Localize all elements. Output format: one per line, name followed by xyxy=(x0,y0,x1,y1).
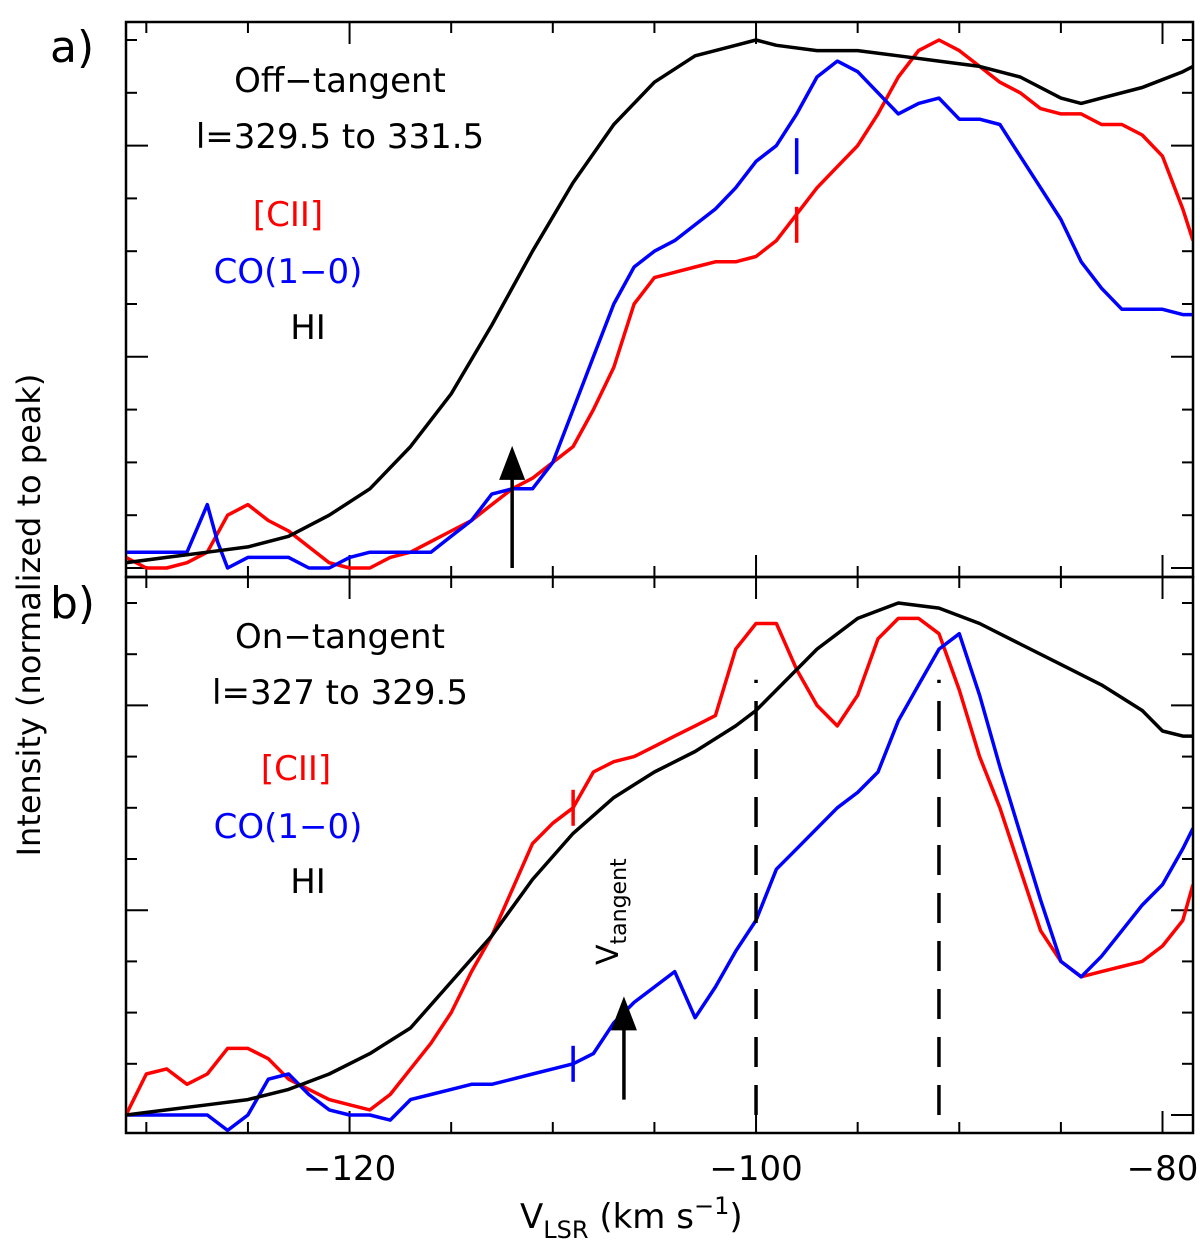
panel-b-plot xyxy=(127,601,1192,1132)
vtangent-main: V xyxy=(591,944,626,965)
x-axis-label-main: V xyxy=(520,1197,543,1237)
panel-b-legend-hi: HI xyxy=(290,862,326,902)
panel-a-line-hi xyxy=(127,38,1192,565)
panel-b-vtangent-arrowhead xyxy=(610,996,637,1031)
panel-b-line-cii xyxy=(127,616,1192,1116)
vtangent-sub: tangent xyxy=(607,858,632,944)
x-tick-label: −80 xyxy=(1127,1149,1199,1189)
panel-a-title: Off−tangent xyxy=(234,61,446,101)
panel-a-legend-hi: HI xyxy=(290,308,326,348)
vtangent-label: Vtangent xyxy=(591,858,632,965)
panel-a-vtangent-arrowhead xyxy=(499,445,526,480)
panel-a-line-co xyxy=(127,59,1192,570)
panel-b-frame xyxy=(124,575,1195,1135)
x-axis-label-close: ) xyxy=(729,1197,742,1237)
panel-a-line-cii xyxy=(127,38,1192,570)
panel-a-subtitle: l=329.5 to 331.5 xyxy=(196,117,484,157)
x-tick-labels: −120 −100 −80 xyxy=(303,1149,1199,1189)
x-axis-label-exp: −1 xyxy=(694,1192,729,1220)
panel-a-legend-co: CO(1−0) xyxy=(214,252,363,292)
panel-b-legend-co: CO(1−0) xyxy=(214,807,363,847)
panel-a-frame xyxy=(124,20,1195,579)
panel-b-label: b) xyxy=(50,578,95,629)
x-axis-label-sub: LSR xyxy=(543,1216,588,1244)
x-tick-label: −120 xyxy=(303,1149,396,1189)
panel-a-label: a) xyxy=(50,22,94,73)
panel-a-ticks xyxy=(126,22,1193,577)
panel-b-subtitle: l=327 to 329.5 xyxy=(212,673,468,713)
panel-b-title: On−tangent xyxy=(235,617,445,657)
panel-b-line-co xyxy=(127,631,1192,1132)
x-axis-label: VLSR (km s−1) xyxy=(520,1192,743,1244)
x-tick-label: −100 xyxy=(709,1149,802,1189)
y-axis-label: Intensity (normalized to peak) xyxy=(10,374,48,857)
panel-a-legend-cii: [CII] xyxy=(253,195,323,235)
panel-b-legend-cii: [CII] xyxy=(261,749,331,789)
panel-b-ticks xyxy=(126,577,1193,1133)
svg-text:Vtangent: Vtangent xyxy=(591,858,632,965)
x-axis-label-units: (km s xyxy=(589,1197,694,1237)
panel-b-line-hi xyxy=(127,601,1192,1117)
panel-a-plot xyxy=(127,38,1192,570)
y-axis-label-text: Intensity (normalized to peak) xyxy=(10,374,48,857)
